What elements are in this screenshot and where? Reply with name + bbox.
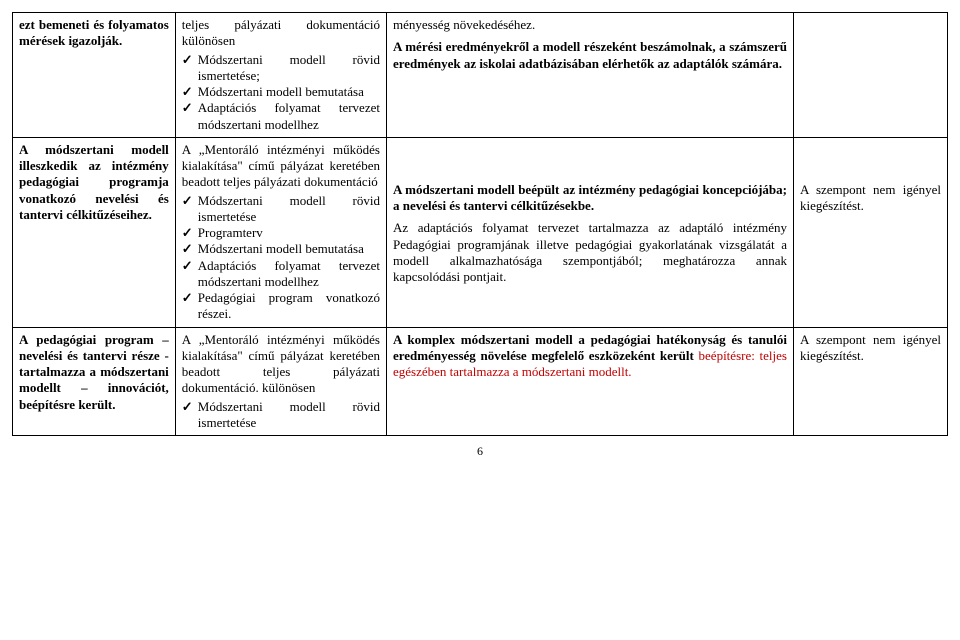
cell-documents: A „Mentoráló intézményi működés kialakít… [175, 327, 386, 436]
finding-mixed: A komplex módszertani modell a pedagógia… [393, 332, 787, 381]
check-icon: ✓ [182, 399, 193, 415]
criterion-text: ezt bemeneti és folyamatos mérések igazo… [19, 17, 169, 50]
cell-finding: ményesség növekedéséhez. A mérési eredmé… [386, 13, 793, 138]
list-item: ✓ Módszertani modell bemutatása [182, 84, 380, 100]
check-icon: ✓ [182, 241, 193, 257]
list-item: ✓ Programterv [182, 225, 380, 241]
page-number: 6 [12, 444, 948, 459]
table-row: A módszertani modell illeszkedik az inté… [13, 137, 948, 327]
table-row: ezt bemeneti és folyamatos mérések igazo… [13, 13, 948, 138]
check-icon: ✓ [182, 84, 193, 100]
list-item: ✓ Pedagógiai program vonatkozó részei. [182, 290, 380, 323]
cell-criterion: A pedagógiai program – nevelési és tante… [13, 327, 176, 436]
cell-finding: A módszertani modell beépült az intézmén… [386, 137, 793, 327]
finding-plain: Az adaptációs folyamat tervezet tartalma… [393, 220, 787, 285]
list-item-label: Programterv [198, 225, 263, 240]
check-icon: ✓ [182, 258, 193, 274]
list-item: ✓ Módszertani modell bemutatása [182, 241, 380, 257]
cell-note: A szempont nem igényel kiegészítést. [793, 327, 947, 436]
check-icon: ✓ [182, 100, 193, 116]
list-item-label: Módszertani modell bemutatása [198, 241, 364, 256]
list-item-label: Adaptációs folyamat tervezet módszertani… [198, 100, 380, 131]
intro-text: A „Mentoráló intézményi működés kialakít… [182, 142, 380, 191]
check-list: ✓ Módszertani modell rövid ismertetése [182, 399, 380, 432]
note-text: A szempont nem igényel kiegészítést. [800, 182, 941, 215]
intro-text: A „Mentoráló intézményi működés kialakít… [182, 332, 380, 397]
list-item: ✓ Módszertani modell rövid ismertetése [182, 399, 380, 432]
finding-plain: ményesség növekedéséhez. [393, 17, 787, 33]
check-icon: ✓ [182, 290, 193, 306]
finding-bold: A mérési eredményekről a modell részekén… [393, 39, 787, 72]
cell-note [793, 13, 947, 138]
finding-bold: A módszertani modell beépült az intézmén… [393, 182, 787, 215]
list-item: ✓ Módszertani modell rövid ismertetése; [182, 52, 380, 85]
check-icon: ✓ [182, 52, 193, 68]
cell-note: A szempont nem igényel kiegészítést. [793, 137, 947, 327]
list-item: ✓ Módszertani modell rövid ismertetése [182, 193, 380, 226]
cell-criterion: ezt bemeneti és folyamatos mérések igazo… [13, 13, 176, 138]
criterion-text: A pedagógiai program – nevelési és tante… [19, 332, 169, 413]
table-row: A pedagógiai program – nevelési és tante… [13, 327, 948, 436]
list-item-label: Módszertani modell bemutatása [198, 84, 364, 99]
list-item-label: Módszertani modell rövid ismertetése; [198, 52, 380, 83]
list-item: ✓ Adaptációs folyamat tervezet módszertan… [182, 258, 380, 291]
cell-finding: A komplex módszertani modell a pedagógia… [386, 327, 793, 436]
check-icon: ✓ [182, 225, 193, 241]
check-list: ✓ Módszertani modell rövid ismertetése ✓ P… [182, 193, 380, 323]
list-item-label: Adaptációs folyamat tervezet módszertani… [198, 258, 380, 289]
list-item-label: Módszertani modell rövid ismertetése [198, 399, 380, 430]
document-table: ezt bemeneti és folyamatos mérések igazo… [12, 12, 948, 436]
cell-criterion: A módszertani modell illeszkedik az inté… [13, 137, 176, 327]
note-text: A szempont nem igényel kiegészítést. [800, 332, 941, 365]
cell-documents: A „Mentoráló intézményi működés kialakít… [175, 137, 386, 327]
list-item: ✓ Adaptációs folyamat tervezet módszertan… [182, 100, 380, 133]
list-item-label: Módszertani modell rövid ismertetése [198, 193, 380, 224]
check-list: ✓ Módszertani modell rövid ismertetése; ✓… [182, 52, 380, 133]
intro-text: teljes pályázati dokumentáció különösen [182, 17, 380, 50]
list-item-label: Pedagógiai program vonatkozó részei. [198, 290, 380, 321]
cell-documents: teljes pályázati dokumentáció különösen … [175, 13, 386, 138]
check-icon: ✓ [182, 193, 193, 209]
criterion-text: A módszertani modell illeszkedik az inté… [19, 142, 169, 223]
